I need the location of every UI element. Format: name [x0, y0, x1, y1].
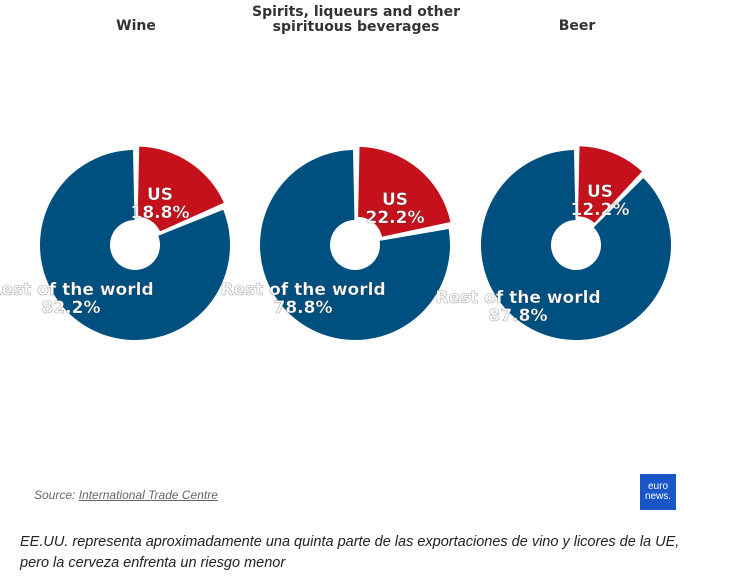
chart-title-beer: Beer — [558, 18, 596, 34]
chart-title-wine: Wine — [116, 18, 156, 34]
label-rest-name: Rest of the world — [435, 288, 600, 308]
label-us-value: 18.8% — [131, 203, 190, 223]
label-rest-name: Rest of the world — [0, 280, 154, 300]
label-us-name: US — [587, 182, 613, 202]
slice-us — [578, 146, 642, 223]
label-us-value: 22.2% — [366, 208, 425, 228]
label-rest-value: 87.8% — [489, 306, 548, 326]
source-note: Source: International Trade Centre — [34, 488, 218, 502]
euronews-logo: euro news. — [640, 474, 676, 510]
label-us-value: 12.2% — [571, 200, 630, 220]
label-rest-value: 82.2% — [42, 298, 101, 318]
label-us-name: US — [382, 190, 408, 210]
label-us-name: US — [147, 185, 173, 205]
logo-line-2: news. — [644, 491, 672, 502]
slice-rest-of-world — [481, 150, 671, 340]
slice-rest-of-world — [260, 150, 450, 340]
source-prefix: Source: — [34, 488, 79, 502]
chart-title-spirits: Spirits, liqueurs and other spirituous b… — [252, 4, 460, 35]
slice-us — [358, 146, 451, 237]
figure-caption: EE.UU. representa aproximadamente una qu… — [20, 534, 680, 571]
slice-us — [137, 146, 224, 232]
logo-line-1: euro — [647, 481, 668, 492]
label-rest-name: Rest of the world — [220, 280, 385, 300]
label-rest-value: 78.8% — [274, 298, 333, 318]
source-link[interactable]: International Trade Centre — [78, 488, 218, 502]
slice-rest-of-world — [40, 150, 231, 340]
